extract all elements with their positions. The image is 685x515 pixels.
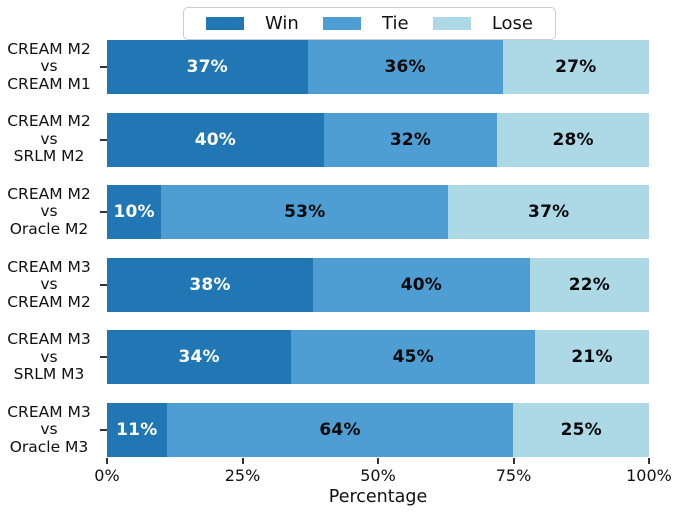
bar-segment-win: 40% <box>107 112 324 167</box>
y-tick-label-line: CREAM M3 <box>7 330 91 349</box>
bar-segment-tie: 32% <box>323 112 498 167</box>
bar-value-label: 22% <box>568 274 611 295</box>
bar-row: 37% 36% 27% <box>107 40 649 94</box>
bar-segment-tie: 64% <box>166 403 514 457</box>
y-tick-mark <box>100 138 107 141</box>
y-tick-label-line: SRLM M2 <box>13 147 85 166</box>
y-tick-label-line: CREAM M1 <box>7 74 91 93</box>
bar-value-label: 27% <box>555 57 597 77</box>
y-tick-mark <box>100 283 107 286</box>
y-tick-label-line: CREAM M3 <box>7 402 91 421</box>
bar-segment-win: 10% <box>107 185 162 240</box>
y-tick-label-line: vs <box>40 347 58 366</box>
bar-value-label: 38% <box>189 274 231 295</box>
bar-segment-tie: 45% <box>291 330 536 385</box>
bar-value-label: 34% <box>178 347 220 368</box>
y-tick-label-line: vs <box>40 129 58 148</box>
bar-segment-win: 38% <box>107 257 313 312</box>
x-tick-label: 100% <box>626 466 672 485</box>
y-tick-label-line: vs <box>40 420 58 439</box>
legend-label: Tie <box>382 13 409 34</box>
bar-row: 11% 64% 25% <box>107 403 649 457</box>
bar-segment-lose: 27% <box>502 40 649 94</box>
x-tick-mark <box>241 458 244 464</box>
y-tick-label-line: vs <box>40 202 58 221</box>
bar-segment-lose: 25% <box>513 403 649 457</box>
y-tick-mark <box>100 356 107 359</box>
bar-value-label: 25% <box>560 420 602 440</box>
y-tick-label-line: CREAM M2 <box>7 292 91 311</box>
x-tick-label: 0% <box>94 466 120 485</box>
bar-segment-lose: 22% <box>529 257 649 312</box>
y-tick-label: CREAM M3 vs Oracle M3 <box>0 403 98 457</box>
bar-segment-win: 11% <box>107 403 167 457</box>
bar-value-label: 36% <box>384 57 426 77</box>
bar-value-label: 40% <box>194 129 237 150</box>
legend: Win Tie Lose <box>183 7 556 40</box>
bar-segment-tie: 53% <box>161 185 449 240</box>
bar-value-label: 64% <box>319 420 361 440</box>
bar-segment-win: 34% <box>107 330 292 385</box>
bar-value-label: 21% <box>571 347 613 368</box>
bar-segment-tie: 40% <box>312 257 530 312</box>
legend-label: Win <box>265 13 299 34</box>
x-tick-mark <box>512 458 515 464</box>
y-tick-label-line: vs <box>40 275 58 294</box>
bar-value-label: 32% <box>389 129 432 150</box>
bar-value-label: 37% <box>528 202 570 223</box>
y-tick-label: CREAM M3 vs SRLM M3 <box>0 330 98 384</box>
bar-value-label: 40% <box>400 274 442 295</box>
bar-value-label: 37% <box>186 57 228 77</box>
bar-value-label: 11% <box>116 420 158 440</box>
y-tick-label-line: vs <box>40 57 58 76</box>
bar-row: 38% 40% 22% <box>107 257 649 312</box>
x-tick-label: 50% <box>360 466 396 485</box>
y-tick-label-line: CREAM M2 <box>7 184 91 203</box>
bar-value-label: 45% <box>392 347 434 368</box>
bar-value-label: 53% <box>284 202 326 223</box>
bar-segment-lose: 28% <box>497 112 649 167</box>
y-tick-label-line: CREAM M2 <box>7 112 91 131</box>
bar-segment-lose: 21% <box>535 330 649 385</box>
legend-item-tie: Tie <box>323 13 409 34</box>
legend-item-win: Win <box>206 13 299 34</box>
legend-swatch-icon <box>206 17 244 30</box>
x-tick-mark <box>377 458 379 464</box>
y-tick-label: CREAM M3 vs CREAM M2 <box>0 258 98 312</box>
x-tick-label: 75% <box>495 466 532 485</box>
y-tick-label: CREAM M2 vs CREAM M1 <box>0 40 98 94</box>
bar-value-label: 10% <box>113 202 155 223</box>
y-tick-mark <box>100 211 107 214</box>
x-axis-title: Percentage <box>328 487 428 507</box>
bar-segment-win: 37% <box>107 40 308 94</box>
y-tick-mark <box>100 66 107 68</box>
bar-value-label: 28% <box>552 129 594 150</box>
x-tick-label: 25% <box>224 466 261 485</box>
legend-swatch-icon <box>432 17 471 30</box>
bar-segment-tie: 36% <box>307 40 503 94</box>
legend-item-lose: Lose <box>432 13 533 34</box>
x-tick-mark <box>648 458 650 464</box>
legend-label: Lose <box>491 13 533 34</box>
bar-row: 34% 45% 21% <box>107 330 649 385</box>
y-tick-label-line: Oracle M2 <box>9 219 89 238</box>
y-tick-label: CREAM M2 vs Oracle M2 <box>0 185 98 239</box>
bar-row: 10% 53% 37% <box>107 185 649 240</box>
x-tick-mark <box>106 458 108 464</box>
bar-segment-lose: 37% <box>448 185 649 240</box>
y-tick-mark <box>100 429 107 431</box>
y-tick-label-line: SRLM M3 <box>13 365 85 384</box>
legend-swatch-icon <box>323 17 362 30</box>
y-tick-label: CREAM M2 vs SRLM M2 <box>0 113 98 167</box>
y-tick-label-line: CREAM M2 <box>7 39 91 58</box>
y-tick-label-line: CREAM M3 <box>7 257 91 276</box>
y-tick-label-line: Oracle M3 <box>9 437 89 456</box>
bar-row: 40% 32% 28% <box>107 112 649 167</box>
